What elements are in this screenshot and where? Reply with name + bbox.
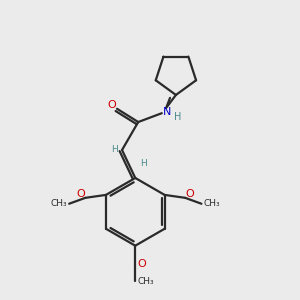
- Text: H: H: [140, 159, 147, 168]
- Text: O: O: [76, 189, 85, 199]
- Text: H: H: [174, 112, 182, 122]
- Text: CH₃: CH₃: [137, 277, 154, 286]
- Text: O: O: [107, 100, 116, 110]
- Text: CH₃: CH₃: [203, 199, 220, 208]
- Text: CH₃: CH₃: [50, 199, 67, 208]
- Text: N: N: [163, 107, 171, 117]
- Text: H: H: [111, 146, 118, 154]
- Text: O: O: [185, 189, 194, 199]
- Text: O: O: [137, 259, 146, 269]
